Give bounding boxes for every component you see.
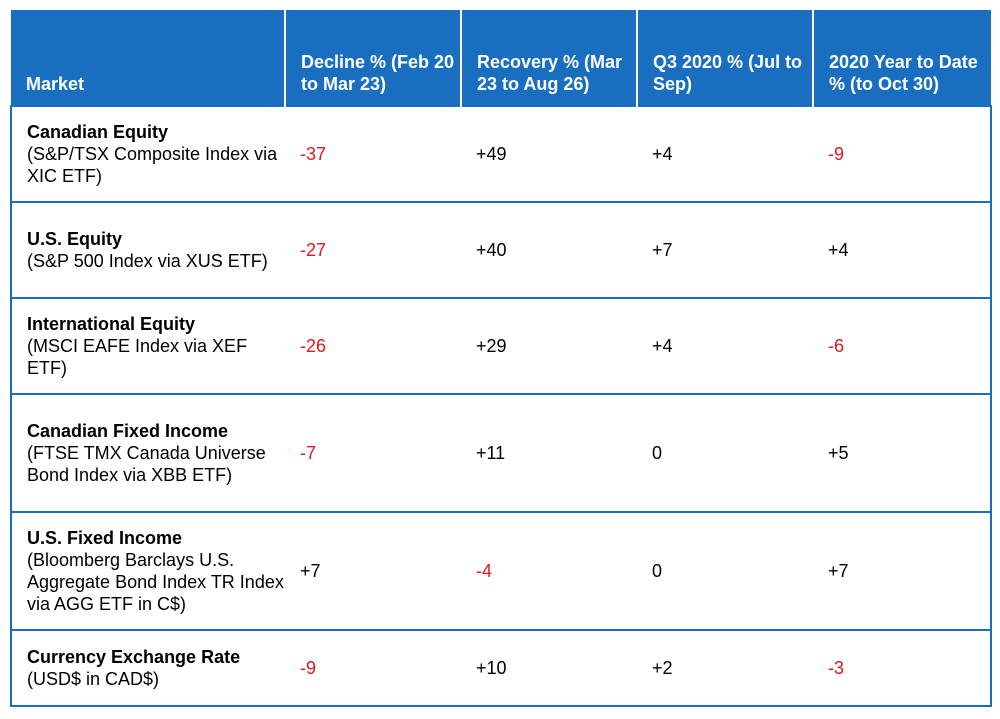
ytd-value: +4	[813, 201, 992, 298]
table-row: Canadian Equity (S&P/TSX Composite Index …	[10, 105, 992, 202]
table-row: Canadian Fixed Income (FTSE TMX Canada Un…	[10, 393, 992, 512]
q3-value: +2	[637, 629, 813, 707]
market-cell: International Equity (MSCI EAFE Index via…	[10, 297, 285, 394]
decline-value: -7	[285, 393, 461, 512]
table-row: Currency Exchange Rate (USD$ in CAD$) -9 +1…	[10, 629, 992, 707]
market-name: U.S. Fixed Income	[27, 528, 183, 548]
ytd-value: -9	[813, 105, 992, 202]
recovery-value: +11	[461, 393, 637, 512]
table-row: U.S. Fixed Income (Bloomberg Barclays U.S…	[10, 511, 992, 630]
ytd-value: -6	[813, 297, 992, 394]
header-recovery: Recovery % (Mar 23 to Aug 26)	[460, 10, 637, 106]
q3-value: 0	[637, 511, 813, 630]
header-row: Market Decline % (Feb 20 to Mar 23) Reco…	[11, 10, 991, 106]
header-ytd-2020: 2020 Year to Date % (to Oct 30)	[812, 10, 991, 106]
market-name: Canadian Equity	[27, 122, 169, 142]
decline-value: -37	[285, 105, 461, 202]
decline-value: -27	[285, 201, 461, 298]
data-table: Market Decline % (Feb 20 to Mar 23) Reco…	[10, 10, 992, 707]
recovery-value: +40	[461, 201, 637, 298]
market-name: U.S. Equity	[27, 229, 123, 249]
market-index-description: (Bloomberg Barclays U.S. Aggregate Bond …	[27, 550, 284, 614]
q3-value: +4	[637, 297, 813, 394]
recovery-value: -4	[461, 511, 637, 630]
market-performance-table: Market Decline % (Feb 20 to Mar 23) Reco…	[10, 10, 992, 708]
header-q3-2020: Q3 2020 % (Jul to Sep)	[636, 10, 813, 106]
market-index-description: (MSCI EAFE Index via XEF ETF)	[27, 336, 248, 378]
market-cell: U.S. Fixed Income (Bloomberg Barclays U.S…	[10, 511, 285, 630]
q3-value: 0	[637, 393, 813, 512]
table-row: U.S. Equity (S&P 500 Index via XUS ETF) -2…	[10, 201, 992, 298]
q3-value: +4	[637, 105, 813, 202]
market-index-description: (S&P 500 Index via XUS ETF)	[27, 251, 268, 271]
ytd-value: +5	[813, 393, 992, 512]
recovery-value: +29	[461, 297, 637, 394]
decline-value: +7	[285, 511, 461, 630]
market-cell: Canadian Equity (S&P/TSX Composite Index …	[10, 105, 285, 202]
recovery-value: +10	[461, 629, 637, 707]
market-index-description: (USD$ in CAD$)	[27, 669, 160, 689]
decline-value: -26	[285, 297, 461, 394]
market-cell: Currency Exchange Rate (USD$ in CAD$)	[10, 629, 285, 707]
ytd-value: -3	[813, 629, 992, 707]
header-decline: Decline % (Feb 20 to Mar 23)	[284, 10, 461, 106]
market-name: International Equity	[27, 314, 196, 334]
market-index-description: (S&P/TSX Composite Index via XIC ETF)	[27, 144, 278, 186]
recovery-value: +49	[461, 105, 637, 202]
market-cell: U.S. Equity (S&P 500 Index via XUS ETF)	[10, 201, 285, 298]
market-name: Canadian Fixed Income	[27, 421, 229, 441]
q3-value: +7	[637, 201, 813, 298]
market-index-description: (FTSE TMX Canada Universe Bond Index via…	[27, 443, 266, 485]
header-market: Market	[11, 10, 285, 106]
decline-value: -9	[285, 629, 461, 707]
table-row: International Equity (MSCI EAFE Index via…	[10, 297, 992, 394]
market-cell: Canadian Fixed Income (FTSE TMX Canada Un…	[10, 393, 285, 512]
market-name: Currency Exchange Rate	[27, 647, 241, 667]
ytd-value: +7	[813, 511, 992, 630]
